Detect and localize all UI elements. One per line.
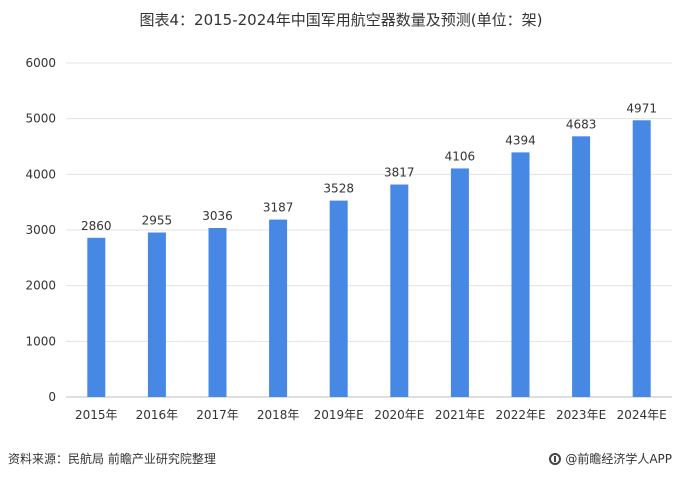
y-tick-label: 3000 (25, 223, 56, 237)
bar (511, 152, 530, 397)
data-label: 4394 (505, 133, 536, 147)
data-label: 4683 (566, 117, 597, 131)
bar (147, 232, 166, 397)
y-tick-label: 2000 (25, 279, 56, 293)
bar (87, 237, 106, 397)
data-label: 4106 (445, 149, 476, 163)
brand-logo-icon (549, 452, 562, 465)
data-label: 2860 (81, 219, 112, 233)
x-tick-label: 2019年E (314, 408, 364, 422)
brand-text: @前瞻经济学人APP (565, 452, 672, 466)
x-tick-label: 2018年 (257, 408, 300, 422)
data-label: 3187 (263, 201, 294, 215)
x-tick-label: 2024年E (617, 408, 667, 422)
y-tick-label: 4000 (25, 167, 56, 181)
data-label: 3036 (202, 209, 233, 223)
data-label: 3528 (323, 182, 354, 196)
bar (632, 120, 651, 397)
y-tick-label: 1000 (25, 334, 56, 348)
data-label: 3817 (384, 166, 415, 180)
y-tick-label: 6000 (25, 56, 56, 70)
source-note: 资料来源：民航局 前瞻产业研究院整理 (8, 452, 216, 466)
x-tick-label: 2022年E (495, 408, 545, 422)
y-tick-label: 5000 (25, 112, 56, 126)
bar (329, 200, 348, 397)
bar (269, 219, 288, 397)
x-tick-label: 2015年 (75, 408, 118, 422)
y-tick-label: 0 (48, 390, 56, 404)
bar (208, 227, 227, 397)
x-tick-label: 2021年E (435, 408, 485, 422)
bar (572, 136, 591, 398)
data-label: 2955 (142, 214, 173, 228)
x-tick-label: 2020年E (374, 408, 424, 422)
x-tick-label: 2023年E (556, 408, 606, 422)
brand-footer: @前瞻经济学人APP (549, 450, 672, 467)
x-tick-label: 2016年 (136, 408, 179, 422)
data-label: 4971 (626, 101, 657, 115)
bar (450, 168, 469, 397)
bar-chart: 0 1000 2000 3000 4000 5000 6000 2860 2015年 2955 20… (25, 56, 672, 422)
bar (390, 184, 409, 397)
x-tick-label: 2017年 (196, 408, 239, 422)
chart-title: 图表4：2015-2024年中国军用航空器数量及预测(单位：架) (139, 11, 543, 29)
